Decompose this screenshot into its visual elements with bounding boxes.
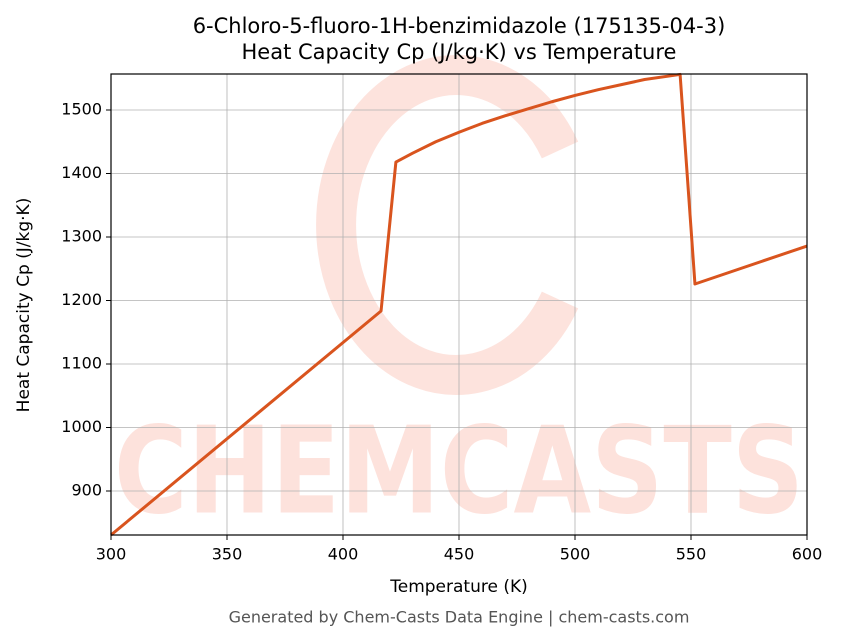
x-tick-label: 600 bbox=[792, 545, 823, 564]
x-tick-label: 500 bbox=[560, 545, 591, 564]
y-axis-label: Heat Capacity Cp (J/kg·K) bbox=[14, 198, 34, 413]
y-tick-label: 1300 bbox=[61, 227, 102, 246]
chart-title: Heat Capacity Cp (J/kg·K) vs Temperature bbox=[242, 40, 677, 64]
footer: Generated by Chem-Casts Data Engine | ch… bbox=[229, 608, 690, 627]
y-tick-label: 1500 bbox=[61, 100, 102, 119]
x-tick-label: 400 bbox=[328, 545, 359, 564]
x-axis-label: Temperature (K) bbox=[389, 577, 528, 597]
x-tick-label: 350 bbox=[212, 545, 243, 564]
chart-title: 6-Chloro-5-fluoro-1H-benzimidazole (1751… bbox=[193, 14, 726, 38]
x-tick-label: 550 bbox=[676, 545, 707, 564]
x-tick-label: 300 bbox=[96, 545, 127, 564]
y-tick-label: 900 bbox=[71, 480, 102, 499]
watermark-logo bbox=[316, 55, 579, 395]
plot-frame bbox=[110, 73, 808, 536]
y-tick-label: 1200 bbox=[61, 290, 102, 309]
x-tick-label: 450 bbox=[444, 545, 475, 564]
y-tick-label: 1100 bbox=[61, 353, 102, 372]
y-tick-label: 1000 bbox=[61, 417, 102, 436]
y-tick-label: 1400 bbox=[61, 163, 102, 182]
data-line bbox=[110, 72, 808, 537]
